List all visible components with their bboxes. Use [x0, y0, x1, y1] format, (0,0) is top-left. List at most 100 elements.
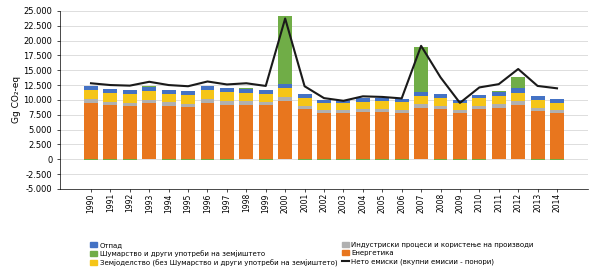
Bar: [142, 103, 156, 159]
Bar: [84, 90, 98, 99]
Bar: [492, 92, 506, 96]
Bar: [434, 98, 448, 106]
Bar: [453, 113, 467, 159]
Bar: [453, 103, 467, 110]
Bar: [317, 113, 331, 159]
Bar: [511, 93, 525, 101]
Bar: [142, 86, 156, 91]
Bar: [239, 105, 253, 159]
Bar: [239, 88, 253, 89]
Bar: [161, 90, 176, 94]
Bar: [220, 88, 234, 92]
Bar: [375, 101, 389, 109]
Bar: [200, 103, 214, 159]
Bar: [530, 108, 545, 111]
Bar: [200, 86, 214, 90]
Bar: [453, 159, 467, 160]
Bar: [550, 110, 564, 113]
Bar: [298, 106, 311, 109]
Bar: [161, 159, 176, 160]
Bar: [123, 106, 137, 159]
Bar: [530, 159, 545, 160]
Bar: [356, 102, 370, 109]
Bar: [337, 110, 350, 113]
Bar: [298, 94, 311, 98]
Bar: [472, 106, 487, 109]
Bar: [356, 109, 370, 112]
Bar: [181, 159, 195, 160]
Bar: [472, 98, 487, 106]
Bar: [395, 110, 409, 113]
Bar: [220, 105, 234, 159]
Bar: [278, 16, 292, 84]
Bar: [414, 47, 428, 92]
Bar: [123, 90, 137, 94]
Bar: [123, 94, 137, 103]
Bar: [337, 103, 350, 110]
Bar: [550, 159, 564, 160]
Bar: [259, 90, 273, 94]
Bar: [434, 106, 448, 109]
Bar: [414, 92, 428, 96]
Bar: [259, 105, 273, 159]
Bar: [317, 159, 331, 160]
Bar: [239, 101, 253, 105]
Bar: [511, 77, 525, 89]
Bar: [492, 104, 506, 108]
Bar: [550, 103, 564, 110]
Bar: [220, 159, 234, 160]
Bar: [453, 100, 467, 103]
Bar: [278, 88, 292, 97]
Bar: [375, 159, 389, 160]
Bar: [317, 103, 331, 110]
Bar: [298, 159, 311, 160]
Bar: [356, 159, 370, 160]
Bar: [181, 95, 195, 104]
Bar: [259, 159, 273, 160]
Bar: [161, 94, 176, 102]
Bar: [278, 97, 292, 101]
Bar: [337, 100, 350, 103]
Bar: [103, 93, 118, 102]
Bar: [472, 95, 487, 98]
Bar: [511, 105, 525, 159]
Bar: [123, 159, 137, 160]
Bar: [123, 103, 137, 106]
Bar: [375, 98, 389, 101]
Bar: [142, 91, 156, 100]
Bar: [278, 84, 292, 88]
Bar: [278, 101, 292, 159]
Bar: [550, 113, 564, 159]
Bar: [530, 100, 545, 108]
Bar: [395, 102, 409, 110]
Bar: [511, 101, 525, 105]
Bar: [103, 102, 118, 105]
Bar: [492, 91, 506, 92]
Bar: [434, 159, 448, 160]
Bar: [530, 96, 545, 100]
Bar: [181, 104, 195, 107]
Bar: [259, 102, 273, 105]
Bar: [434, 109, 448, 159]
Bar: [84, 159, 98, 160]
Bar: [414, 96, 428, 104]
Bar: [395, 99, 409, 102]
Bar: [200, 99, 214, 103]
Bar: [142, 100, 156, 103]
Bar: [103, 89, 118, 93]
Bar: [492, 108, 506, 159]
Bar: [550, 99, 564, 103]
Bar: [317, 110, 331, 113]
Bar: [239, 93, 253, 101]
Y-axis label: Gg CO₂-eq: Gg CO₂-eq: [11, 76, 20, 123]
Bar: [472, 109, 487, 159]
Bar: [414, 104, 428, 108]
Bar: [200, 90, 214, 99]
Legend: Отпад, Шумарство и други употреби на земјиштето, Земјоделство (без Шумарство и д: Отпад, Шумарство и други употреби на зем…: [90, 242, 534, 266]
Bar: [317, 100, 331, 103]
Bar: [220, 101, 234, 105]
Bar: [161, 106, 176, 159]
Bar: [298, 109, 311, 159]
Bar: [492, 96, 506, 104]
Bar: [395, 159, 409, 160]
